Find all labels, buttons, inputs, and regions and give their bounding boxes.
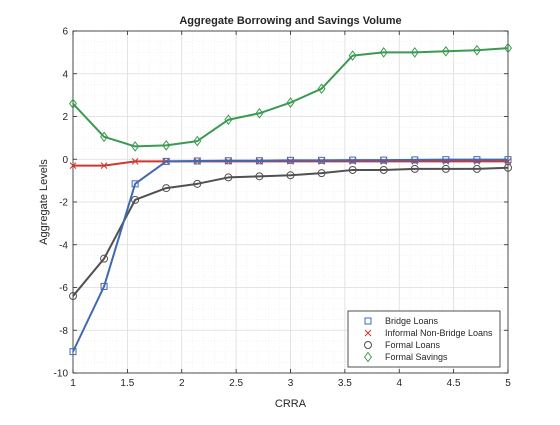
data-point	[131, 158, 139, 165]
data-point	[69, 162, 77, 170]
legend-marker	[364, 351, 372, 363]
y-tick-label: -10	[54, 369, 69, 380]
data-point	[69, 98, 77, 110]
y-tick-label: -2	[59, 198, 68, 209]
data-point	[286, 171, 295, 180]
series-line	[72, 166, 509, 297]
data-point	[472, 44, 481, 56]
y-tick-label: -8	[59, 326, 68, 337]
legend-label: Bridge Loans	[385, 316, 439, 326]
chart-title: Aggregate Borrowing and Savings Volume	[179, 15, 401, 27]
data-point	[349, 156, 357, 164]
y-axis-label: Aggregate Levels	[38, 159, 50, 245]
data-point	[69, 292, 77, 301]
series-formal-loans	[69, 163, 512, 301]
data-point	[224, 157, 232, 165]
series-line	[72, 47, 509, 148]
legend-label: Formal Loans	[385, 340, 441, 350]
y-tick-label: -6	[59, 283, 68, 294]
axis-ticks: 1 1.5 2 2.5 3 3.5 4 4.5 5 -10 -8 -6 -4 -2 0 2 4 6	[54, 27, 512, 390]
legend-item: Informal Non-Bridge Loans	[364, 328, 493, 338]
legend-box	[347, 310, 501, 368]
legend-marker	[364, 317, 372, 325]
data-point	[380, 156, 388, 164]
x-tick-label: 3	[288, 378, 294, 389]
data-point	[411, 156, 419, 164]
data-point	[224, 173, 233, 182]
legend-marker	[364, 329, 372, 337]
x-tick-label: 3.5	[338, 378, 352, 389]
x-axis-label: CRRA	[275, 398, 307, 410]
x-tick-label: 2.5	[229, 378, 243, 389]
data-point	[317, 83, 326, 95]
data-point	[287, 156, 294, 164]
data-point	[100, 254, 109, 263]
data-point	[472, 164, 481, 173]
data-point	[318, 156, 326, 164]
data-point	[379, 47, 388, 58]
data-point	[473, 156, 481, 164]
data-point	[255, 172, 264, 181]
data-point	[504, 163, 512, 172]
legend-label: Informal Non-Bridge Loans	[385, 328, 493, 338]
data-point	[162, 184, 171, 193]
x-tick-label: 4	[396, 378, 402, 389]
series-line	[72, 158, 508, 353]
y-tick-label: 4	[62, 69, 68, 80]
x-tick-label: 2	[179, 378, 185, 389]
y-tick-label: 6	[62, 27, 68, 38]
data-point	[348, 50, 357, 61]
data-point	[410, 47, 419, 58]
series-bridge-loans	[69, 156, 512, 356]
data-point	[441, 164, 450, 173]
series-formal-savings	[69, 42, 512, 152]
data-point	[255, 157, 263, 165]
data-point	[162, 157, 170, 165]
y-tick-label: 2	[62, 112, 68, 123]
x-tick-label: 1.5	[120, 378, 134, 389]
data-point	[131, 195, 140, 204]
legend-marker	[364, 341, 372, 349]
data-point	[442, 156, 450, 164]
data-point	[162, 140, 171, 151]
data-point	[255, 107, 264, 119]
x-tick-label: 4.5	[447, 378, 461, 389]
y-tick-label: 0	[62, 155, 68, 166]
y-tick-label: -4	[59, 240, 68, 251]
data-point	[69, 348, 77, 356]
data-point	[131, 141, 140, 152]
series-group	[69, 42, 512, 356]
data-point	[193, 179, 202, 188]
data-point	[504, 42, 512, 54]
data-point	[348, 165, 357, 174]
data-point	[193, 135, 202, 147]
data-point	[379, 165, 388, 174]
data-point	[504, 156, 512, 164]
data-point	[286, 97, 295, 108]
x-tick-label: 1	[70, 378, 76, 389]
data-point	[410, 164, 419, 173]
data-point	[131, 180, 139, 188]
x-tick-label: 5	[505, 378, 511, 389]
legend-item: Bridge Loans	[364, 316, 439, 326]
legend-item: Formal Loans	[364, 340, 441, 350]
data-point	[100, 131, 109, 143]
legend: Bridge Loans Informal Non-Bridge Loans For…	[347, 310, 501, 368]
data-point	[100, 282, 108, 290]
data-point	[224, 114, 233, 126]
data-point	[193, 157, 201, 165]
legend-label: Formal Savings	[385, 352, 448, 362]
data-point	[441, 45, 450, 57]
data-point	[317, 169, 326, 178]
data-point	[100, 162, 108, 170]
legend-item: Formal Savings	[364, 351, 448, 363]
